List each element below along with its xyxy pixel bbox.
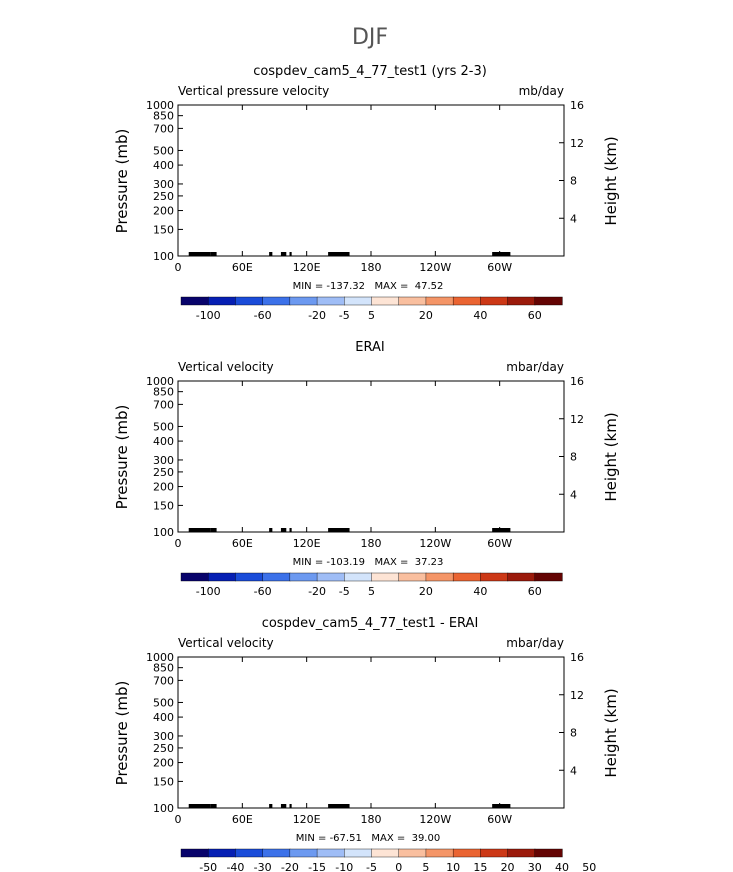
colorbar-swatch [452, 296, 481, 306]
topography-bar [188, 252, 211, 256]
colorbar-label: -100 [196, 309, 221, 322]
y-tick-label: 250 [153, 190, 174, 203]
colorbar-label: 20 [419, 309, 433, 322]
colorbar-label: 60 [528, 309, 542, 322]
colorbar-swatch [507, 296, 536, 306]
colorbar-swatch [316, 296, 345, 306]
x-tick-label: 180 [361, 261, 382, 274]
colorbar-label: -20 [308, 309, 326, 322]
colorbar-swatch [480, 296, 509, 306]
topography-mask [188, 252, 511, 256]
colorbar-swatch [371, 296, 400, 306]
x-tick-label: 120E [293, 261, 321, 274]
x-tick-label: 120W [419, 261, 451, 274]
y-tick-label: 300 [153, 178, 174, 191]
y-tick-label: 200 [153, 205, 174, 218]
x-tick-label: 0 [175, 261, 182, 274]
panel-title: ERAI [355, 340, 384, 355]
y-tick-label: 500 [153, 144, 174, 157]
x-tick-label: 60W [487, 261, 512, 274]
y-tick-label: 700 [153, 122, 174, 135]
y2-axis: 16 12 8 4 [559, 99, 584, 225]
colorbar-label: 40 [473, 309, 487, 322]
y-axis-label: Pressure (mb) [113, 129, 131, 234]
colorbar-swatch [534, 296, 563, 306]
colorbar-swatch [289, 296, 318, 306]
x-tick-label: 60E [232, 261, 253, 274]
topography-bar [269, 252, 273, 256]
topography-bar [492, 252, 511, 256]
y2-tick-label: 4 [570, 212, 577, 225]
y2-tick-label: 12 [570, 137, 584, 150]
x-axis: 0 60E 120E 180 120W 60W [175, 105, 512, 274]
topography-bar [280, 252, 287, 256]
topography-bar [289, 252, 292, 256]
left-label: Vertical pressure velocity [178, 84, 329, 98]
right-label: mbar/day [506, 360, 564, 374]
y-tick-label: 850 [153, 110, 174, 123]
panel-erai: ERAI Vertical velocity mbar/day 10015020… [113, 340, 620, 598]
y2-axis-label: Height (km) [602, 136, 620, 225]
colorbar-label: -5 [339, 309, 350, 322]
min-max-stats: MIN = -137.32 MAX = 47.52 [293, 281, 444, 292]
y-tick-label: 100 [153, 250, 174, 263]
colorbar: -100 -60 -20 -5 5 20 40 60 [180, 296, 563, 322]
colorbar-swatch [262, 296, 291, 306]
plot-frame [177, 104, 565, 257]
colorbar-swatch [235, 296, 264, 306]
y2-tick-label: 16 [570, 99, 584, 112]
y-tick-label: 400 [153, 159, 174, 172]
colorbar-swatch [344, 296, 373, 306]
panel-model: cospdev_cam5_4_77_test1 (yrs 2-3) Vertic… [113, 64, 620, 322]
colorbar-swatch [398, 296, 427, 306]
topography-bar [210, 252, 217, 256]
topography-bar [328, 252, 350, 256]
season-title: DJF [352, 25, 388, 50]
colorbar-label: 5 [368, 309, 375, 322]
y2-tick-label: 8 [570, 175, 577, 188]
left-label: Vertical velocity [178, 360, 274, 374]
colorbar-swatch [425, 296, 454, 306]
panel-title: cospdev_cam5_4_77_test1 (yrs 2-3) [253, 64, 487, 79]
y-tick-label: 1000 [146, 99, 174, 112]
y-tick-label: 150 [153, 223, 174, 236]
colorbar-swatch [180, 296, 209, 306]
colorbar-swatch [208, 296, 237, 306]
colorbar-label: -60 [254, 309, 272, 322]
right-label: mb/day [519, 84, 564, 98]
